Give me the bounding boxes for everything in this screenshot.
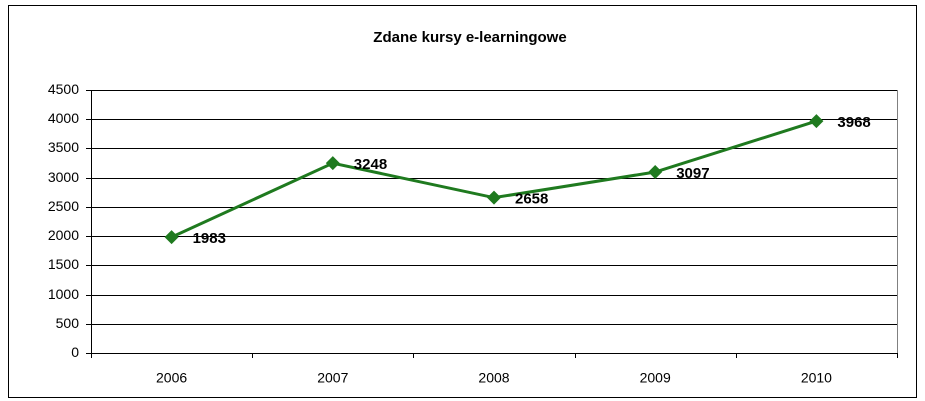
marker xyxy=(487,190,501,205)
data-label: 3097 xyxy=(676,165,709,182)
y-tick-label: 2000 xyxy=(48,227,79,243)
marker xyxy=(809,114,824,129)
y-tick-label: 500 xyxy=(56,315,80,331)
data-label: 3968 xyxy=(837,114,870,131)
y-tick-label: 4000 xyxy=(48,110,79,126)
x-tick-label: 2006 xyxy=(156,370,187,386)
x-tick-label: 2007 xyxy=(317,370,348,386)
marker xyxy=(325,156,340,171)
marker xyxy=(164,230,179,245)
chart-border xyxy=(8,5,917,398)
data-label: 2658 xyxy=(515,191,548,208)
x-tick-label: 2010 xyxy=(801,370,832,386)
data-label: 1983 xyxy=(193,230,226,247)
x-tick-label: 2008 xyxy=(478,370,509,386)
y-tick-label: 1000 xyxy=(48,286,79,302)
y-tick-label: 1500 xyxy=(48,256,79,272)
x-tick-label: 2009 xyxy=(640,370,671,386)
chart-title: Zdane kursy e-learningowe xyxy=(373,29,566,46)
y-tick-label: 4500 xyxy=(48,81,79,97)
y-tick-label: 0 xyxy=(71,344,79,360)
y-tick-label: 2500 xyxy=(48,198,79,214)
data-label: 3248 xyxy=(354,156,387,173)
marker xyxy=(648,164,663,179)
y-tick-label: 3500 xyxy=(48,139,79,155)
y-tick-label: 3000 xyxy=(48,169,79,185)
